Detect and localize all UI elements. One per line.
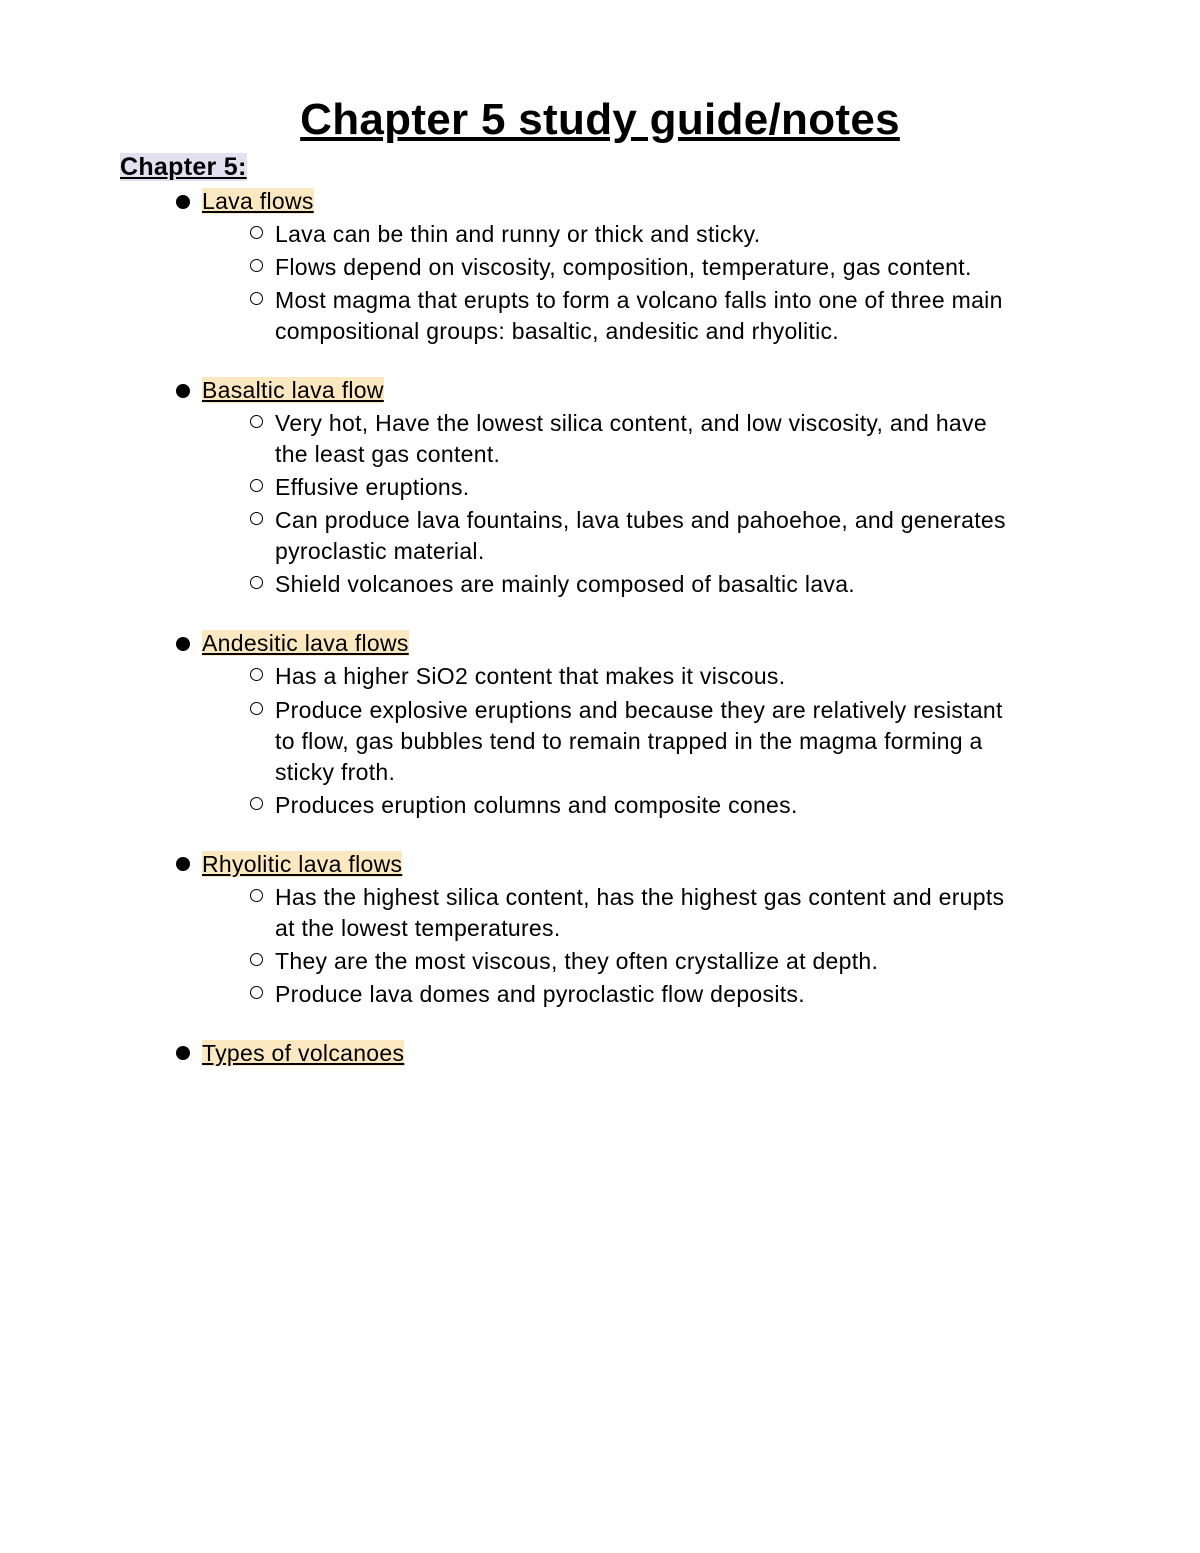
section-heading-row: Basaltic lava flow <box>176 377 1080 404</box>
list-item: Flows depend on viscosity, composition, … <box>250 252 1080 283</box>
page-title: Chapter 5 study guide/notes <box>120 95 1080 145</box>
list-item-text: Produce lava domes and pyroclastic flow … <box>275 979 805 1010</box>
bullet-circle-icon <box>250 797 263 810</box>
section-heading-text: Basaltic lava flow <box>202 377 384 403</box>
list-item: Very hot, Have the lowest silica content… <box>250 408 1080 470</box>
bullet-disc-icon <box>176 195 190 209</box>
section-items: Lava can be thin and runny or thick and … <box>250 219 1080 347</box>
sections-container: Lava flows Lava can be thin and runny or… <box>120 188 1080 1067</box>
chapter-label: Chapter 5: <box>120 153 1080 182</box>
bullet-circle-icon <box>250 702 263 715</box>
section: Basaltic lava flow Very hot, Have the lo… <box>120 377 1080 600</box>
section-heading-row: Lava flows <box>176 188 1080 215</box>
bullet-circle-icon <box>250 953 263 966</box>
list-item-text: Produce explosive eruptions and because … <box>275 695 1015 788</box>
section-items: Has the highest silica content, has the … <box>250 882 1080 1010</box>
list-item-text: Very hot, Have the lowest silica content… <box>275 408 1015 470</box>
bullet-circle-icon <box>250 415 263 428</box>
document-page: Chapter 5 study guide/notes Chapter 5: L… <box>0 0 1200 1553</box>
list-item: Shield volcanoes are mainly composed of … <box>250 569 1080 600</box>
list-item-text: Effusive eruptions. <box>275 472 470 503</box>
list-item: Most magma that erupts to form a volcano… <box>250 285 1080 347</box>
list-item-text: They are the most viscous, they often cr… <box>275 946 878 977</box>
chapter-label-text: Chapter 5: <box>120 153 247 181</box>
section-heading: Types of volcanoes <box>202 1040 404 1067</box>
list-item-text: Flows depend on viscosity, composition, … <box>275 252 972 283</box>
bullet-circle-icon <box>250 668 263 681</box>
list-item-text: Produces eruption columns and composite … <box>275 790 798 821</box>
list-item-text: Can produce lava fountains, lava tubes a… <box>275 505 1015 567</box>
list-item-text: Has the highest silica content, has the … <box>275 882 1015 944</box>
bullet-circle-icon <box>250 292 263 305</box>
bullet-circle-icon <box>250 512 263 525</box>
list-item-text: Shield volcanoes are mainly composed of … <box>275 569 855 600</box>
section: Andesitic lava flows Has a higher SiO2 c… <box>120 630 1080 820</box>
section-heading-text: Lava flows <box>202 188 314 214</box>
list-item: Can produce lava fountains, lava tubes a… <box>250 505 1080 567</box>
list-item-text: Lava can be thin and runny or thick and … <box>275 219 760 250</box>
section-items: Has a higher SiO2 content that makes it … <box>250 661 1080 820</box>
section: Rhyolitic lava flows Has the highest sil… <box>120 851 1080 1010</box>
section-items: Very hot, Have the lowest silica content… <box>250 408 1080 600</box>
bullet-disc-icon <box>176 637 190 651</box>
section-heading: Andesitic lava flows <box>202 630 409 657</box>
bullet-circle-icon <box>250 986 263 999</box>
section-heading-text: Andesitic lava flows <box>202 630 409 656</box>
section-heading-row: Andesitic lava flows <box>176 630 1080 657</box>
bullet-disc-icon <box>176 384 190 398</box>
list-item: Has the highest silica content, has the … <box>250 882 1080 944</box>
section-heading-row: Rhyolitic lava flows <box>176 851 1080 878</box>
bullet-circle-icon <box>250 226 263 239</box>
list-item: Effusive eruptions. <box>250 472 1080 503</box>
list-item: Has a higher SiO2 content that makes it … <box>250 661 1080 692</box>
section-heading: Lava flows <box>202 188 314 215</box>
list-item: Lava can be thin and runny or thick and … <box>250 219 1080 250</box>
section-heading-row: Types of volcanoes <box>176 1040 1080 1067</box>
list-item-text: Most magma that erupts to form a volcano… <box>275 285 1015 347</box>
section-heading: Rhyolitic lava flows <box>202 851 402 878</box>
bullet-disc-icon <box>176 857 190 871</box>
bullet-disc-icon <box>176 1046 190 1060</box>
list-item: Produce explosive eruptions and because … <box>250 695 1080 788</box>
section: Lava flows Lava can be thin and runny or… <box>120 188 1080 347</box>
section-heading-text: Rhyolitic lava flows <box>202 851 402 877</box>
bullet-circle-icon <box>250 479 263 492</box>
list-item: Produces eruption columns and composite … <box>250 790 1080 821</box>
section-heading-text: Types of volcanoes <box>202 1040 404 1066</box>
list-item: Produce lava domes and pyroclastic flow … <box>250 979 1080 1010</box>
bullet-circle-icon <box>250 576 263 589</box>
bullet-circle-icon <box>250 889 263 902</box>
section: Types of volcanoes <box>120 1040 1080 1067</box>
section-heading: Basaltic lava flow <box>202 377 384 404</box>
bullet-circle-icon <box>250 259 263 272</box>
list-item: They are the most viscous, they often cr… <box>250 946 1080 977</box>
list-item-text: Has a higher SiO2 content that makes it … <box>275 661 785 692</box>
